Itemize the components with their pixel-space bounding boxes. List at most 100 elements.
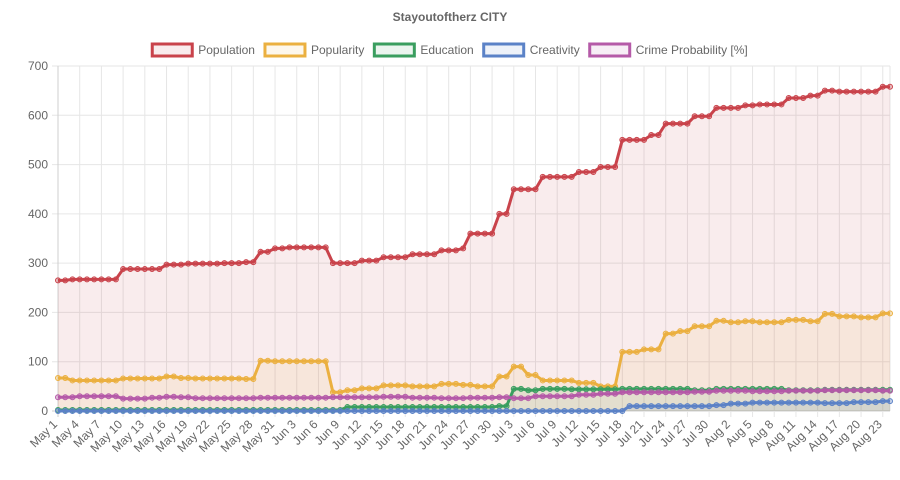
data-point	[865, 314, 872, 321]
data-point	[735, 319, 742, 326]
data-point	[691, 113, 698, 120]
data-point	[199, 395, 206, 402]
data-point	[612, 164, 619, 171]
data-point	[91, 377, 98, 384]
data-point	[583, 391, 590, 398]
data-point	[83, 377, 90, 384]
data-point	[546, 173, 553, 180]
data-point	[206, 260, 213, 267]
series-points	[55, 83, 893, 284]
data-point	[546, 408, 553, 414]
data-point	[604, 164, 611, 171]
data-point	[771, 388, 778, 395]
data-point	[163, 408, 170, 414]
data-point	[481, 383, 488, 390]
data-point	[250, 408, 257, 414]
legend-item[interactable]: Crime Probability [%]	[588, 42, 748, 58]
data-point	[272, 394, 279, 401]
data-point	[409, 408, 416, 414]
data-point	[445, 247, 452, 254]
data-point	[250, 259, 257, 266]
data-point	[662, 330, 669, 337]
data-point	[156, 394, 163, 401]
data-point	[879, 310, 886, 317]
data-point	[561, 173, 568, 180]
data-point	[503, 403, 510, 410]
data-point	[243, 408, 250, 414]
data-point	[315, 358, 322, 365]
data-point	[91, 276, 98, 283]
data-point	[698, 403, 705, 410]
data-point	[127, 266, 134, 273]
data-point	[120, 408, 127, 414]
data-point	[764, 399, 771, 406]
legend-item[interactable]: Popularity	[263, 42, 364, 58]
data-point	[344, 408, 351, 414]
data-point	[358, 385, 365, 392]
y-tick-label: 300	[28, 256, 48, 270]
data-point	[872, 399, 879, 406]
data-point	[402, 382, 409, 389]
data-point	[691, 323, 698, 330]
data-point	[778, 388, 785, 395]
data-point	[720, 104, 727, 111]
data-point	[546, 393, 553, 400]
data-point	[604, 408, 611, 414]
data-point	[489, 230, 496, 237]
data-point	[843, 400, 850, 407]
data-point	[409, 383, 416, 390]
legend-item[interactable]: Education	[372, 42, 474, 58]
data-point	[149, 394, 156, 401]
data-point	[337, 408, 344, 414]
data-point	[749, 388, 756, 395]
data-point	[561, 408, 568, 414]
data-point	[105, 408, 112, 414]
data-point	[300, 358, 307, 365]
data-point	[431, 408, 438, 414]
data-point	[568, 386, 575, 393]
data-point	[518, 363, 525, 370]
data-point	[821, 310, 828, 317]
data-point	[395, 254, 402, 261]
data-point	[792, 316, 799, 323]
data-point	[308, 408, 315, 414]
data-point	[669, 330, 676, 337]
data-point	[438, 380, 445, 387]
data-point	[83, 408, 90, 414]
data-point	[525, 372, 532, 379]
data-point	[735, 400, 742, 407]
legend-item[interactable]: Creativity	[482, 42, 580, 58]
data-point	[62, 394, 69, 401]
data-point	[460, 408, 467, 414]
data-point	[800, 387, 807, 394]
data-point	[257, 408, 264, 414]
data-point	[409, 394, 416, 401]
data-point	[452, 408, 459, 414]
data-point	[366, 257, 373, 264]
data-point	[785, 95, 792, 102]
data-point	[199, 375, 206, 382]
data-point	[735, 387, 742, 394]
data-point	[286, 358, 293, 365]
y-tick-label: 0	[41, 404, 48, 418]
data-point	[409, 251, 416, 258]
data-point	[235, 408, 242, 414]
data-point	[633, 136, 640, 143]
data-point	[423, 394, 430, 401]
data-point	[337, 394, 344, 401]
data-point	[134, 408, 141, 414]
legend-swatch	[150, 42, 194, 58]
data-point	[836, 387, 843, 394]
data-point	[127, 375, 134, 382]
data-point	[134, 266, 141, 273]
data-point	[344, 260, 351, 267]
series-area	[58, 401, 890, 411]
legend: Population Popularity Education Creativity C…	[150, 42, 748, 58]
data-point	[764, 388, 771, 395]
data-point	[460, 381, 467, 388]
x-tick-label: Jul 3	[488, 417, 516, 445]
data-point	[416, 408, 423, 414]
data-point	[127, 395, 134, 402]
legend-item[interactable]: Population	[150, 42, 255, 58]
data-point	[134, 375, 141, 382]
